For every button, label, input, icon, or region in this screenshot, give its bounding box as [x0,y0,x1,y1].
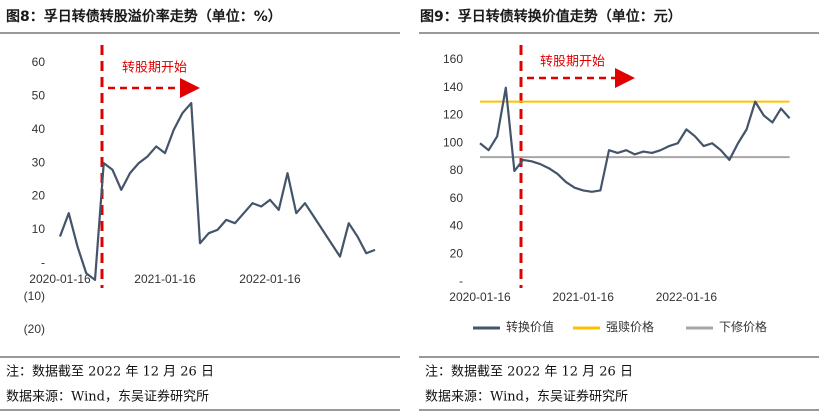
y-tick-label: 20 [32,189,46,203]
x-tick-label: 2021-01-16 [553,290,615,304]
footnote: 数据来源：Wind，东吴证券研究所 [6,389,209,405]
y-tick-label: 60 [450,191,464,205]
y-tick-label: 60 [32,55,46,69]
y-tick-label: 80 [450,163,464,177]
y-tick-label: 160 [443,52,463,66]
x-tick-label: 2020-01-16 [449,290,511,304]
y-tick-label: 10 [32,222,46,236]
chart-title: 图9：孚日转债转换价值走势（单位：元） [420,8,682,25]
data-line [58,101,376,282]
x-tick-label: 2022-01-16 [656,290,718,304]
y-tick-label: 120 [443,108,463,122]
footnote: 数据来源：Wind，东吴证券研究所 [425,389,628,405]
legend-label: 转换价值 [506,319,554,334]
annotation: 转股期开始 [519,45,635,288]
y-tick-label: 30 [32,155,46,169]
y-tick-label: 40 [450,219,464,233]
annotation-text: 转股期开始 [122,61,187,76]
y-tick-label: 20 [450,246,464,260]
chart-title: 图8：孚日转债转股溢价率走势（单位：%） [6,8,282,25]
y-tick-label: 140 [443,80,463,94]
y-tick-label: (20) [24,322,45,336]
y-tick-label: - [459,274,463,288]
legend-label: 强赎价格 [606,319,654,334]
annotation-text: 转股期开始 [540,55,605,70]
annotation: 转股期开始 [100,45,200,288]
y-tick-label: (10) [24,289,45,303]
y-tick-label: 40 [32,122,46,136]
data-line [479,86,791,193]
x-tick-label: 2021-01-16 [134,272,196,286]
x-tick-label: 2020-01-16 [29,272,91,286]
legend-label: 下修价格 [719,319,767,334]
y-tick-label: 100 [443,135,463,149]
y-tick-label: 50 [32,89,46,103]
footnote: 注：数据截至 2022 年 12 月 26 日 [425,365,633,380]
y-tick-label: - [41,255,45,269]
x-tick-label: 2022-01-16 [239,272,301,286]
footnote: 注：数据截至 2022 年 12 月 26 日 [6,365,214,380]
